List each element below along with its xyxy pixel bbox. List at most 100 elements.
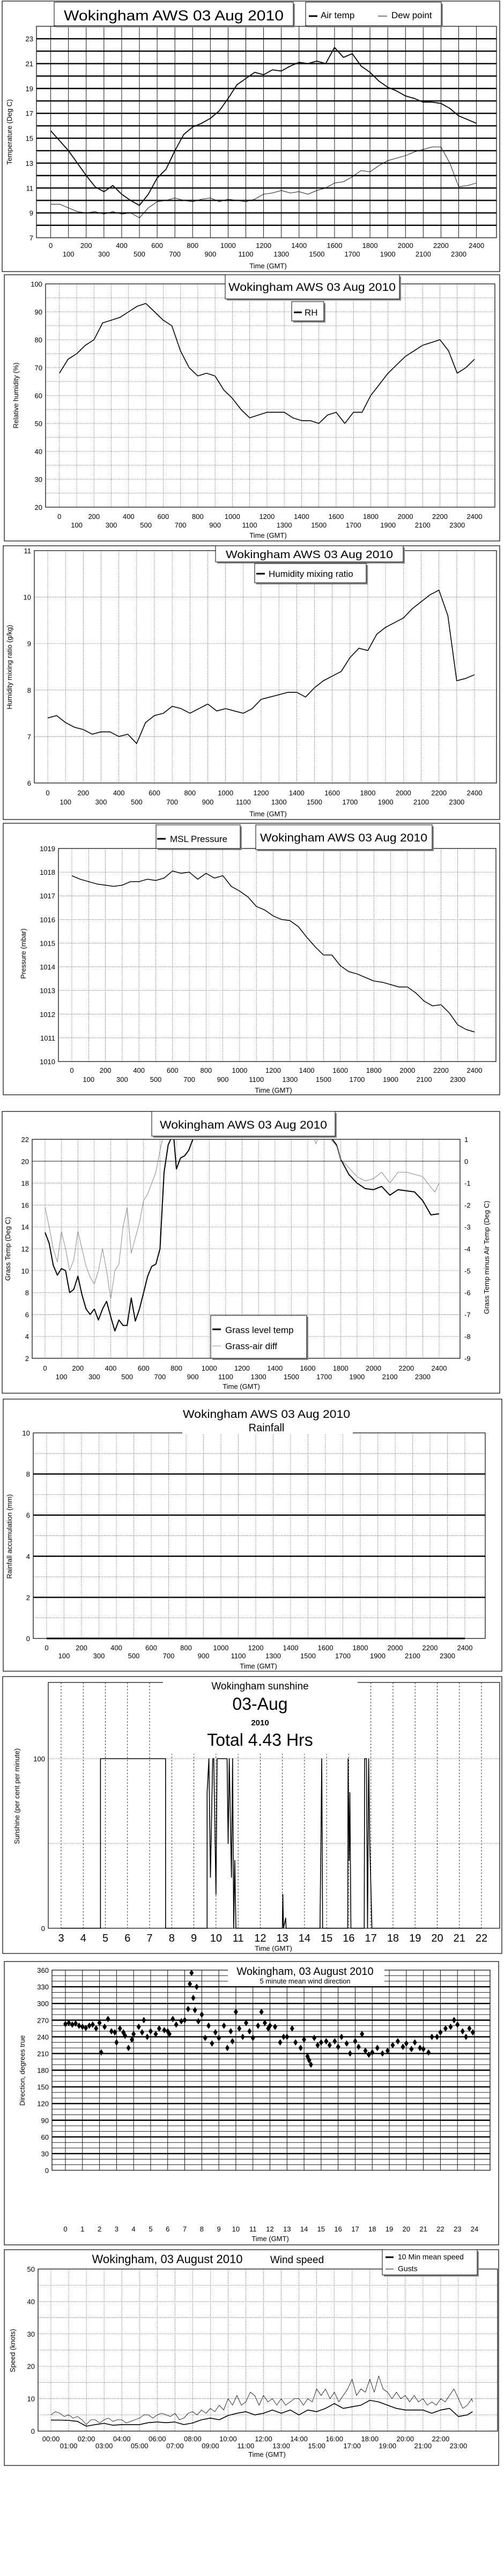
- data-point-diamond: [148, 2028, 153, 2035]
- x-tick-label: 700: [169, 250, 181, 258]
- x-tick-label: 15:00: [308, 2442, 325, 2450]
- data-point-diamond: [380, 2050, 385, 2057]
- y-tick-label: 180: [37, 2067, 49, 2075]
- x-tick-label: 1300: [282, 1075, 298, 1084]
- data-point-diamond: [192, 2007, 197, 2014]
- x-tick-label: 800: [192, 513, 204, 521]
- data-point-diamond: [332, 2038, 337, 2045]
- y-tick-label: 20: [35, 503, 42, 511]
- y-tick-label: 120: [37, 2100, 49, 2108]
- x-tick-label: 400: [110, 1644, 122, 1652]
- x-tick-label: 18: [387, 1933, 399, 1944]
- mixing-ratio-chart: 0 100 200 300 400 500 600 700 800 900 100011001200…: [3, 545, 500, 820]
- x-tick-label: 600: [157, 513, 169, 521]
- y-tick-label: 50: [35, 420, 42, 428]
- data-point-diamond: [298, 2045, 303, 2052]
- y-tick-label: 0: [41, 1924, 45, 1933]
- humidity-chart: 0 100 200 300 400 500 600 700 800 900 100011001200…: [4, 274, 500, 541]
- data-point-diamond: [217, 2035, 221, 2041]
- data-point-diamond: [356, 2043, 361, 2050]
- y-tick-label: 13: [26, 159, 33, 167]
- data-point-diamond: [228, 2028, 233, 2035]
- data-point-diamond: [451, 2017, 456, 2024]
- data-point-diamond: [225, 2045, 230, 2052]
- x-tick-label: 2200: [423, 1644, 438, 1652]
- y-tick-label: 19: [26, 85, 33, 93]
- x-tick-label: 600: [149, 789, 160, 797]
- data-point-diamond: [390, 2041, 395, 2048]
- y-tick-label: 1012: [40, 1011, 55, 1019]
- x-tick-label: 1600: [324, 789, 340, 797]
- x-tick-label: 500: [131, 798, 143, 806]
- x-tick-label: 800: [184, 789, 196, 797]
- x-tick-label: 1800: [366, 1066, 382, 1074]
- series-line: [71, 870, 475, 1033]
- x-tick-label: 1400: [291, 241, 307, 250]
- y-tick-label: 300: [37, 2000, 49, 2008]
- y-tick-label: 10: [23, 1429, 30, 1437]
- x-tick-label: 11: [233, 1933, 244, 1944]
- series-line: [332, 1139, 440, 1216]
- data-point-diamond: [443, 2025, 448, 2032]
- x-tick-label: 300: [88, 1373, 100, 1381]
- x-axis-label: Time (GMT): [255, 1944, 292, 1952]
- x-tick-label: 2100: [417, 1075, 432, 1084]
- data-point-diamond: [106, 2016, 110, 2023]
- data-point-diamond: [467, 2025, 472, 2032]
- y2-tick-label: 0: [464, 1158, 468, 1166]
- chart-marks: 3 4 5 6 7 8 9 10 11 12 13 14 15 16 17 18 19 20 21 22 0 100: [33, 1682, 500, 1944]
- x-tick-label: 600: [145, 1644, 157, 1652]
- y2-tick-label: -6: [464, 1289, 471, 1297]
- x-tick-label: 200: [80, 241, 92, 250]
- y-tick-label: 14: [21, 1223, 29, 1231]
- data-point-diamond: [94, 2025, 99, 2032]
- x-tick-label: 13:00: [272, 2442, 290, 2450]
- x-tick-label: 17:00: [343, 2442, 361, 2450]
- x-tick-label: 06:00: [149, 2435, 166, 2443]
- data-point-diamond: [210, 2040, 214, 2047]
- data-point-diamond: [162, 2026, 167, 2033]
- legend-box: [155, 824, 241, 849]
- data-point-diamond: [237, 2025, 242, 2032]
- x-tick-label: 2100: [382, 1373, 398, 1381]
- data-point-diamond: [395, 2038, 400, 2045]
- title-area: [182, 1401, 353, 1434]
- data-point-diamond: [247, 2028, 252, 2035]
- data-point-diamond: [102, 2023, 107, 2030]
- x-tick-label: 800: [171, 1364, 182, 1372]
- x-tick-label: 1300: [265, 1652, 281, 1660]
- y-tick-label: 240: [37, 2033, 49, 2041]
- x-tick-label: 1000: [220, 241, 236, 250]
- data-point-diamond: [174, 2021, 179, 2028]
- legend-box: [210, 1315, 307, 1359]
- x-tick-label: 900: [202, 798, 214, 806]
- data-point-diamond: [99, 2049, 103, 2056]
- series-line: [50, 147, 477, 218]
- x-tick-label: 0: [49, 241, 53, 250]
- x-tick-label: 19:00: [379, 2442, 397, 2450]
- x-tick-label: 1300: [277, 521, 292, 529]
- x-tick-label: 1100: [236, 798, 251, 806]
- x-tick-label: 300: [116, 1075, 128, 1084]
- data-point-diamond: [182, 2017, 187, 2024]
- series-line: [50, 47, 477, 206]
- data-point-diamond: [315, 2041, 320, 2048]
- data-point-diamond: [131, 2031, 136, 2038]
- x-tick-label: 08:00: [184, 2435, 202, 2443]
- x-tick-label: 2400: [467, 1066, 483, 1074]
- y-tick-label: 0: [31, 2427, 35, 2435]
- x-tick-label: 10: [210, 1933, 222, 1944]
- y-tick-label: 10: [24, 594, 31, 602]
- x-tick-label: 100: [71, 521, 83, 529]
- x-tick-label: 2200: [398, 1364, 414, 1372]
- x-tick-label: 100: [63, 250, 75, 258]
- data-point-diamond: [268, 2022, 272, 2029]
- data-point-diamond: [126, 2045, 131, 2052]
- y-tick-label: 330: [37, 1983, 49, 1991]
- data-point-diamond: [171, 2016, 175, 2023]
- data-point-diamond: [401, 2043, 405, 2050]
- y2-tick-label: -9: [464, 1355, 471, 1363]
- x-tick-label: 24: [471, 2225, 478, 2233]
- data-point-diamond: [307, 2057, 312, 2063]
- data-point-diamond: [273, 2023, 278, 2030]
